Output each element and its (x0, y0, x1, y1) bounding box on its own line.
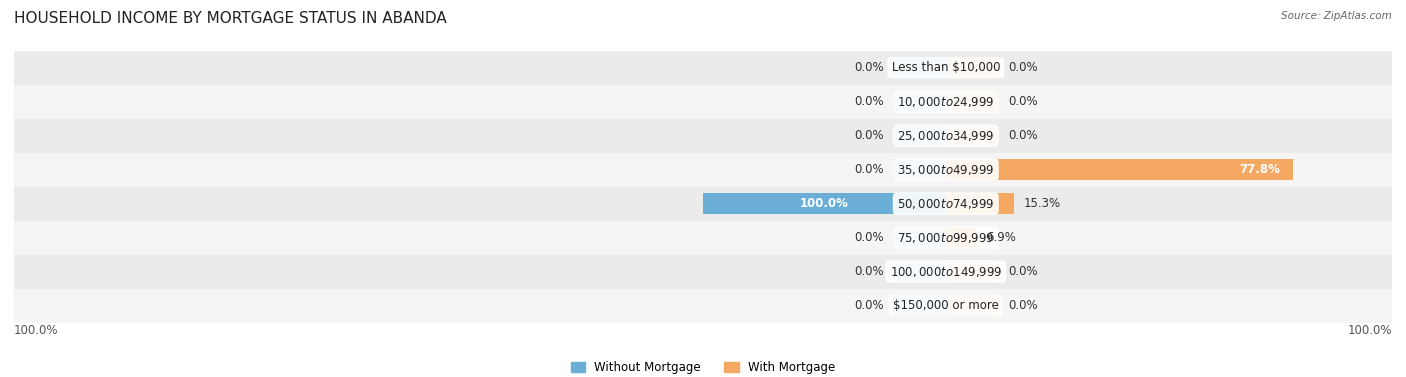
Text: 0.0%: 0.0% (853, 163, 883, 176)
Text: 100.0%: 100.0% (800, 197, 849, 210)
Text: 0.0%: 0.0% (1008, 299, 1038, 312)
Text: 0.0%: 0.0% (853, 95, 883, 108)
Text: 0.0%: 0.0% (1008, 265, 1038, 278)
Bar (893, 227, 946, 248)
Bar (893, 125, 946, 146)
Text: 100.0%: 100.0% (1347, 324, 1392, 337)
Text: $35,000 to $49,999: $35,000 to $49,999 (897, 162, 994, 177)
Text: 6.9%: 6.9% (987, 231, 1017, 244)
Bar (946, 57, 998, 78)
Text: 15.3%: 15.3% (1024, 197, 1062, 210)
Text: HOUSEHOLD INCOME BY MORTGAGE STATUS IN ABANDA: HOUSEHOLD INCOME BY MORTGAGE STATUS IN A… (14, 11, 447, 26)
Bar (14, 85, 1392, 119)
Bar (703, 193, 946, 214)
Text: 0.0%: 0.0% (853, 231, 883, 244)
Text: $100,000 to $149,999: $100,000 to $149,999 (890, 265, 1002, 279)
Bar (14, 288, 1392, 322)
Text: 0.0%: 0.0% (853, 299, 883, 312)
Bar (946, 261, 998, 282)
Bar (946, 193, 1014, 214)
Bar (893, 261, 946, 282)
Text: 0.0%: 0.0% (853, 61, 883, 74)
Text: 77.8%: 77.8% (1239, 163, 1279, 176)
Bar (14, 51, 1392, 85)
Bar (14, 119, 1392, 153)
Text: $10,000 to $24,999: $10,000 to $24,999 (897, 95, 994, 109)
Bar (946, 295, 998, 316)
Text: Less than $10,000: Less than $10,000 (891, 61, 1000, 74)
Text: 0.0%: 0.0% (1008, 129, 1038, 142)
Bar (14, 254, 1392, 288)
Text: 0.0%: 0.0% (1008, 95, 1038, 108)
Bar (946, 125, 998, 146)
Bar (14, 221, 1392, 254)
Text: 0.0%: 0.0% (1008, 61, 1038, 74)
Bar (946, 91, 998, 112)
Text: 0.0%: 0.0% (853, 265, 883, 278)
Bar (14, 153, 1392, 187)
Text: $75,000 to $99,999: $75,000 to $99,999 (897, 231, 994, 245)
Bar (946, 159, 1294, 180)
Text: $150,000 or more: $150,000 or more (893, 299, 998, 312)
Legend: Without Mortgage, With Mortgage: Without Mortgage, With Mortgage (567, 356, 839, 377)
Bar (893, 295, 946, 316)
Bar (893, 57, 946, 78)
Bar (893, 159, 946, 180)
Text: $50,000 to $74,999: $50,000 to $74,999 (897, 196, 994, 211)
Text: 0.0%: 0.0% (853, 129, 883, 142)
Bar (893, 91, 946, 112)
Text: 100.0%: 100.0% (14, 324, 59, 337)
Bar (946, 227, 977, 248)
Text: $25,000 to $34,999: $25,000 to $34,999 (897, 129, 994, 143)
Bar (14, 187, 1392, 221)
Text: Source: ZipAtlas.com: Source: ZipAtlas.com (1281, 11, 1392, 21)
